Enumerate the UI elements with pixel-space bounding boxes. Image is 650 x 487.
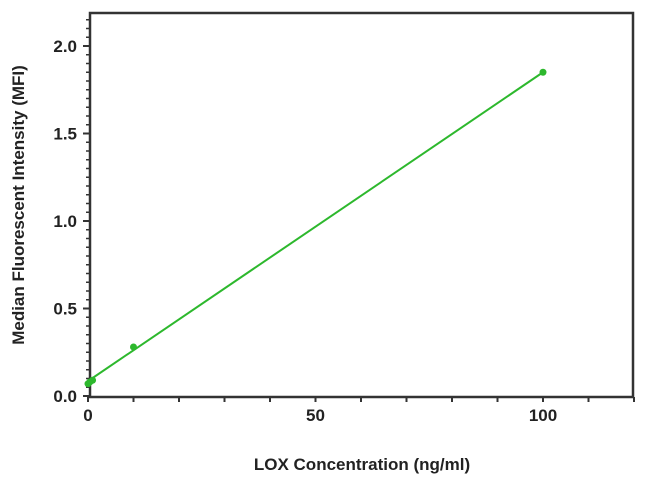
data-point (130, 343, 137, 351)
y-tick-label: 0.5 (53, 300, 77, 319)
data-point (89, 376, 97, 384)
fit-line (87, 71, 544, 382)
data-point (539, 68, 547, 76)
x-axis-title: LOX Concentration (ng/ml) (254, 455, 470, 474)
y-tick-label: 0.0 (53, 387, 77, 406)
y-axis-title: Median Fluorescent Intensity (MFI) (9, 65, 28, 345)
y-tick-label: 2.0 (53, 37, 77, 56)
x-tick-label: 100 (529, 406, 557, 425)
y-tick-label: 1.5 (53, 125, 77, 144)
x-tick-label: 50 (306, 406, 325, 425)
x-tick-label: 0 (83, 406, 92, 425)
x-axis-ticks: 0 50 100 (83, 397, 635, 425)
y-tick-label: 1.0 (53, 212, 77, 231)
plot-frame (88, 11, 635, 399)
data-series (84, 68, 547, 388)
y-axis-ticks: 0.0 0.5 1.0 1.5 2.0 (53, 19, 90, 406)
